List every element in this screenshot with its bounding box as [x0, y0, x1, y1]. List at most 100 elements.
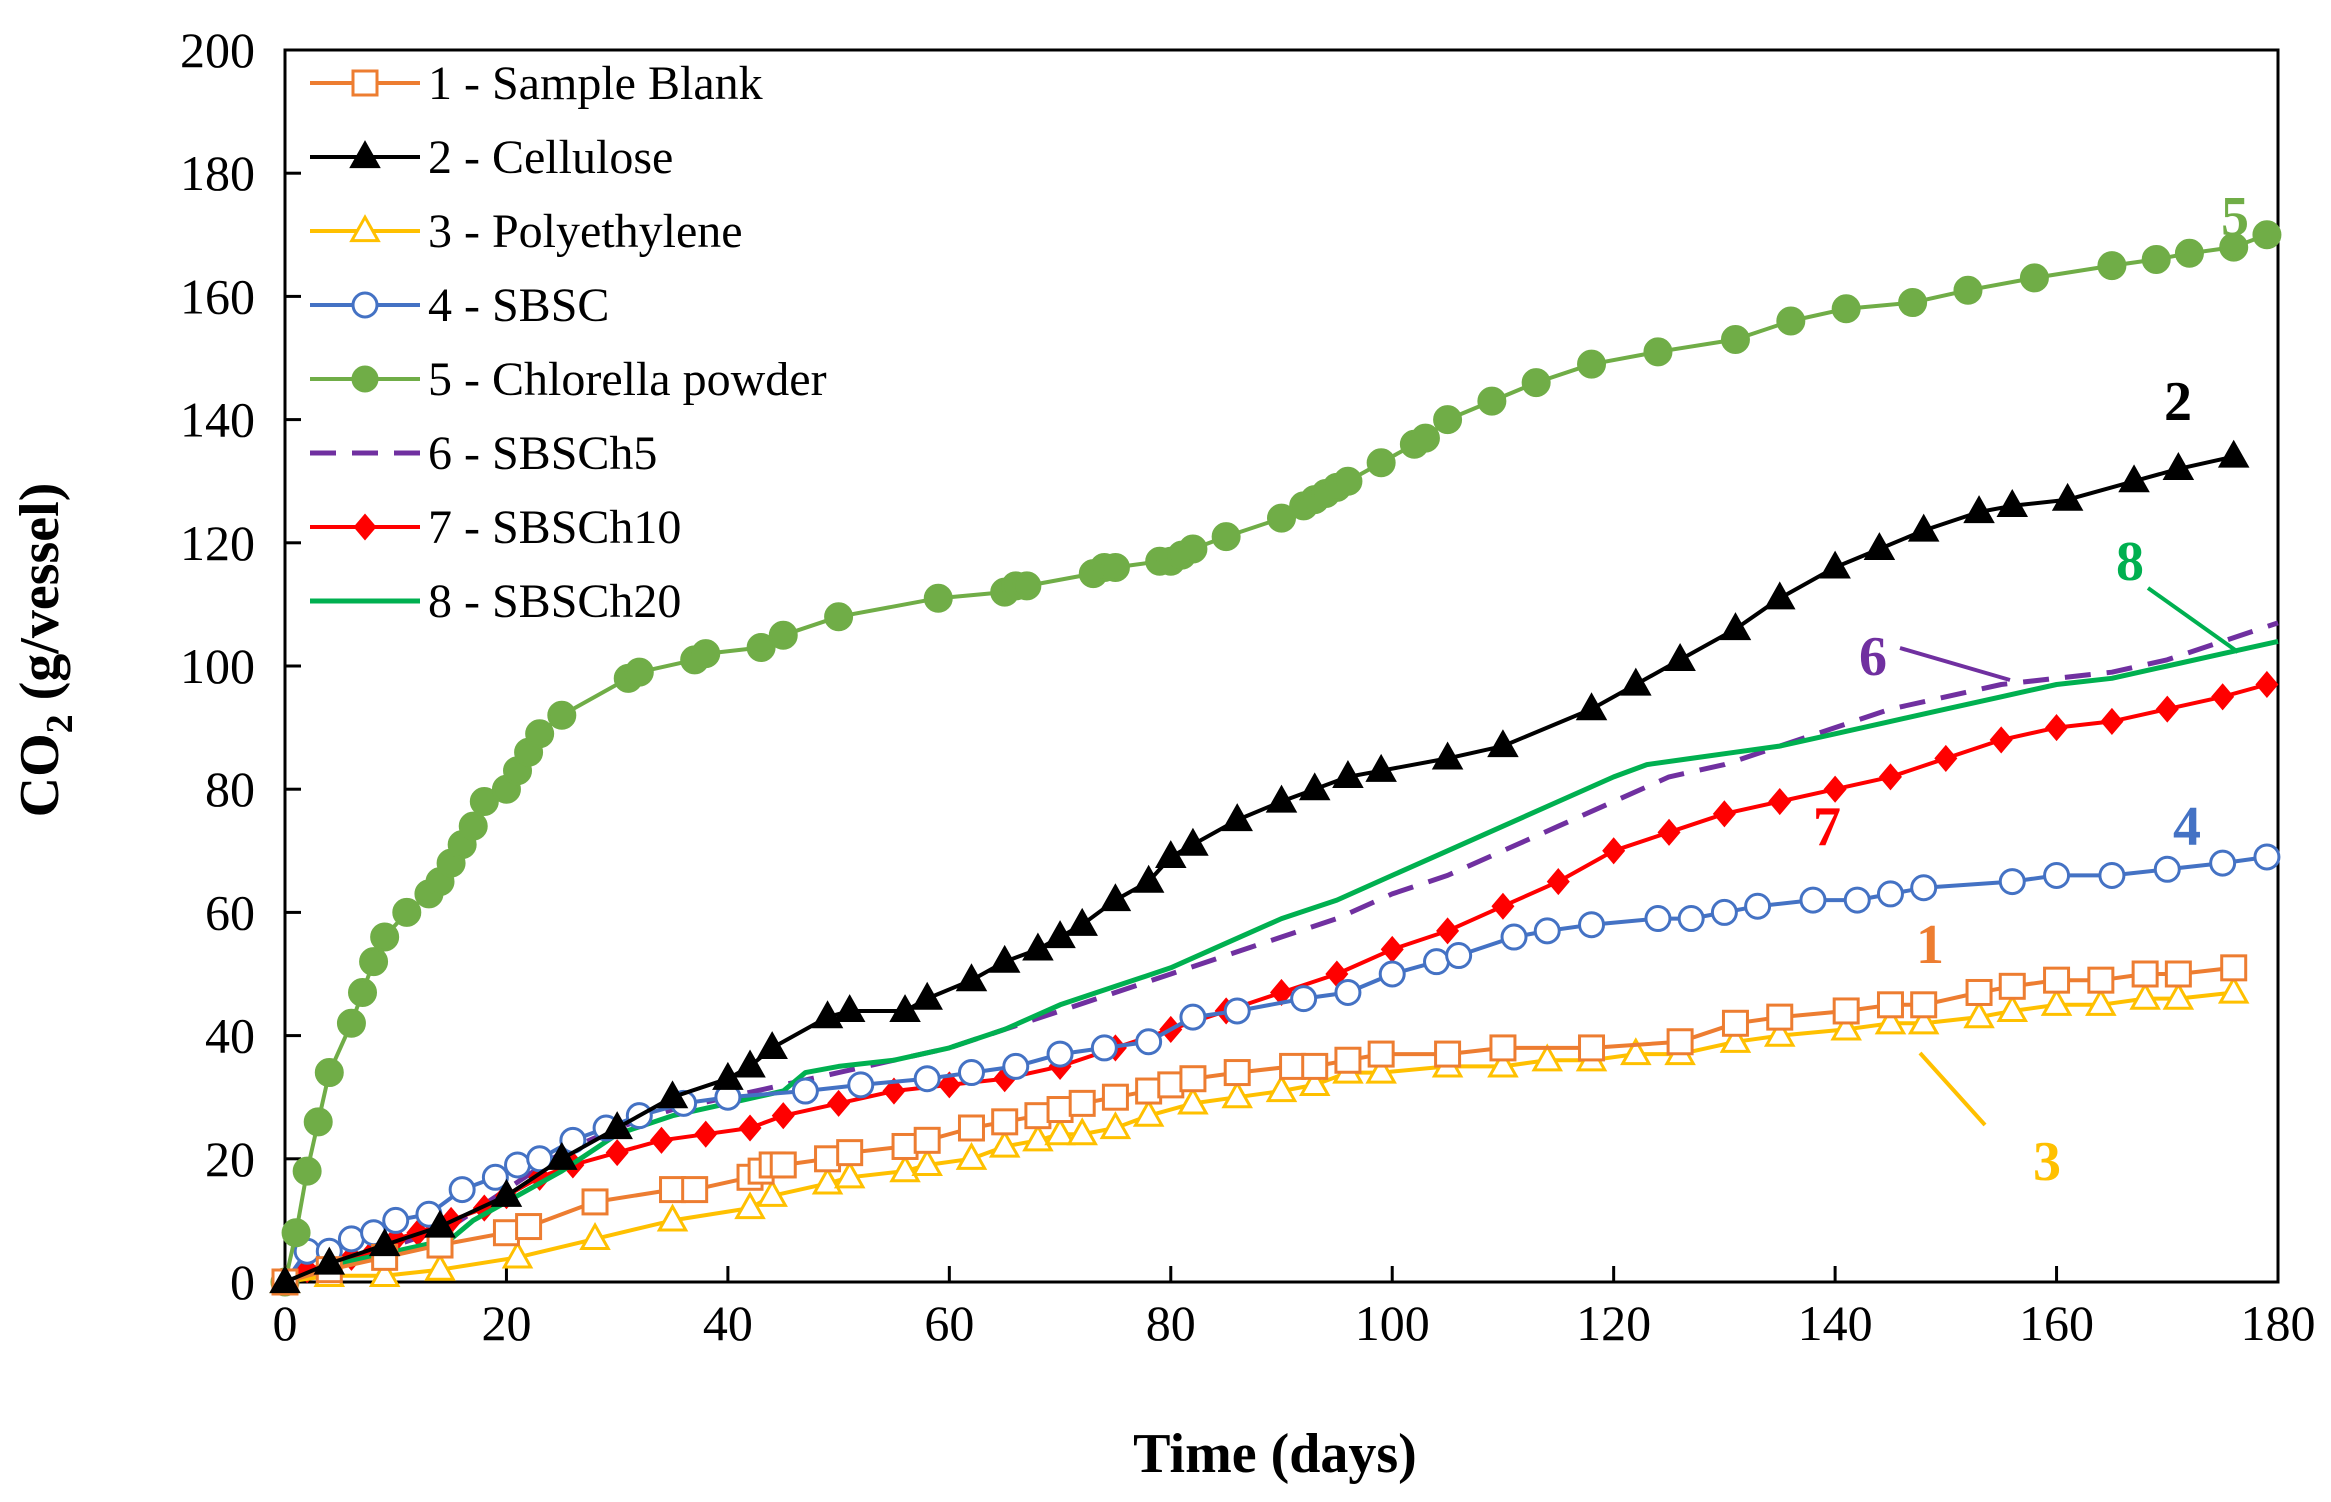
- data-point: [1712, 800, 1736, 828]
- data-point: [2131, 960, 2159, 988]
- data-point: [2085, 987, 2117, 1016]
- data-point: [1620, 667, 1652, 696]
- x-tick-label: 40: [703, 1295, 753, 1351]
- data-point: [1831, 294, 1861, 324]
- data-point: [1489, 1034, 1517, 1062]
- series-end-label: 1: [1916, 914, 1944, 976]
- data-point: [1431, 741, 1464, 770]
- data-point: [1177, 827, 1209, 856]
- data-point: [2217, 439, 2250, 468]
- data-point: [2051, 482, 2084, 511]
- data-point: [2219, 232, 2249, 262]
- data-point: [756, 1178, 788, 1207]
- data-point: [337, 1225, 365, 1253]
- data-point: [1223, 1059, 1251, 1087]
- data-point: [1876, 991, 1904, 1019]
- data-point: [348, 977, 378, 1007]
- data-point: [2217, 975, 2250, 1004]
- legend-label: 6 - SBSCh5: [428, 427, 657, 480]
- legend-label: 4 - SBSC: [428, 279, 609, 332]
- data-point: [955, 963, 988, 992]
- data-point: [370, 922, 400, 952]
- series-end-label: 3: [2033, 1131, 2061, 1193]
- data-point: [1436, 917, 1460, 945]
- y-axis-title-main: CO: [9, 733, 71, 817]
- data-point: [2118, 464, 2150, 493]
- data-point: [1445, 942, 1473, 970]
- data-point: [1578, 911, 1606, 939]
- data-point: [481, 1163, 509, 1191]
- data-point: [1100, 552, 1130, 582]
- y-axis-title-subscript: 2: [39, 714, 81, 733]
- data-point: [2087, 966, 2115, 994]
- data-point: [1334, 1046, 1362, 1074]
- data-point: [1101, 1083, 1129, 1111]
- data-point: [1434, 1040, 1462, 1068]
- end-labels: 5 2 8 6 7 4 1 3: [1813, 186, 2249, 1193]
- data-point: [1044, 1117, 1076, 1146]
- data-point: [836, 1139, 864, 1167]
- legend-label: 5 - Chlorella powder: [428, 353, 827, 406]
- data-point: [1657, 818, 1681, 846]
- data-point: [1265, 784, 1298, 813]
- data-point: [1666, 1028, 1694, 1056]
- data-point: [1776, 306, 1806, 336]
- data-point: [1578, 1034, 1606, 1062]
- legend-label: 3 - Polyethylene: [428, 205, 743, 258]
- data-point: [1998, 868, 2026, 896]
- data-point: [1157, 1071, 1185, 1099]
- data-point: [501, 1240, 534, 1269]
- data-point: [1898, 288, 1928, 318]
- legend-marker: [351, 365, 379, 393]
- y-tick-label: 140: [180, 392, 255, 448]
- data-point: [1910, 991, 1938, 1019]
- data-point: [2098, 861, 2126, 889]
- data-point: [359, 947, 389, 977]
- data-point: [2040, 987, 2073, 1016]
- legend-label: 2 - Cellulose: [428, 131, 673, 184]
- data-point: [1433, 405, 1463, 435]
- legend-label: 1 - Sample Blank: [428, 57, 763, 110]
- data-point: [2100, 707, 2124, 735]
- data-point: [2129, 981, 2161, 1010]
- data-point: [1221, 803, 1253, 832]
- series-8: [284, 638, 2279, 1285]
- legend-label: 8 - SBSCh20: [428, 575, 681, 628]
- x-tick-label: 20: [481, 1295, 531, 1351]
- data-point: [1602, 837, 1626, 865]
- data-point: [1132, 1098, 1165, 1127]
- series-end-label: 6: [1859, 626, 1887, 688]
- data-point: [923, 583, 953, 613]
- y-axis-title: CO2 (g/vessel): [9, 483, 81, 818]
- x-tick-label: 100: [1355, 1295, 1430, 1351]
- series-line: [284, 965, 2234, 1284]
- data-point: [1380, 935, 1404, 963]
- data-point: [1720, 325, 1750, 355]
- data-point: [368, 1228, 401, 1257]
- data-point: [1710, 898, 1738, 926]
- data-point: [1378, 960, 1406, 988]
- data-point: [1910, 874, 1938, 902]
- legend-item: 6 - SBSCh5: [310, 427, 657, 480]
- data-point: [313, 1246, 346, 1275]
- data-point: [1963, 1000, 1995, 1029]
- data-point: [738, 1114, 762, 1142]
- data-point: [889, 994, 921, 1023]
- data-point: [1721, 1009, 1749, 1037]
- data-point: [2164, 960, 2192, 988]
- data-point: [2211, 683, 2235, 711]
- series-line: [284, 638, 2279, 1285]
- data-point: [1830, 1012, 1862, 1041]
- data-point: [515, 1213, 543, 1241]
- series-label-leader: [1899, 646, 2011, 682]
- data-point: [1953, 275, 1983, 305]
- data-point: [746, 633, 776, 663]
- data-point: [1819, 550, 1851, 579]
- data-point: [768, 620, 798, 650]
- data-point: [1823, 775, 1847, 803]
- data-point: [2162, 452, 2195, 480]
- data-point: [937, 1071, 961, 1099]
- series-group: [269, 220, 2282, 1297]
- data-point: [1423, 948, 1451, 976]
